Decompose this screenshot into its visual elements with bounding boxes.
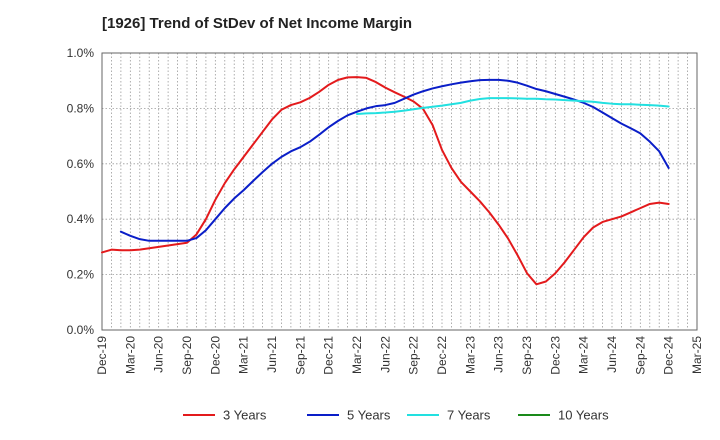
y-tick-label: 1.0% xyxy=(67,46,95,60)
x-tick-label: Jun-22 xyxy=(378,336,392,373)
series-line xyxy=(101,76,670,286)
x-tick-label: Dec-22 xyxy=(435,336,449,375)
y-tick-label: 0.4% xyxy=(67,212,95,226)
axes xyxy=(101,52,698,331)
x-tick-label: Sep-21 xyxy=(293,336,307,375)
x-tick-label: Mar-24 xyxy=(577,336,591,374)
series-line xyxy=(356,97,670,115)
legend-label: 3 Years xyxy=(223,408,267,423)
x-tick-label: Dec-19 xyxy=(95,336,109,375)
x-tick-label: Mar-25 xyxy=(690,336,704,374)
y-tick-label: 0.8% xyxy=(67,101,95,115)
legend: 3 Years 5 Years 7 Years 10 Years xyxy=(183,408,609,423)
x-tick-label: Sep-24 xyxy=(633,336,647,375)
series-lines xyxy=(101,76,670,286)
y-tick-label: 0.0% xyxy=(67,323,95,337)
x-tick-label: Dec-20 xyxy=(208,336,222,375)
x-tick-labels: Dec-19 Mar-20 Jun-20 Sep-20 Dec-20 Mar-21 Jun-… xyxy=(95,336,704,375)
x-tick-label: Dec-21 xyxy=(322,336,336,375)
x-tick-label: Jun-23 xyxy=(492,336,506,373)
x-tick-label: Jun-21 xyxy=(265,336,279,373)
x-tick-label: Mar-23 xyxy=(463,336,477,374)
plot-frame xyxy=(101,52,698,331)
x-tick-label: Mar-22 xyxy=(350,336,364,374)
legend-label: 10 Years xyxy=(558,408,609,423)
x-tick-label: Sep-20 xyxy=(180,336,194,375)
x-tick-label: Sep-23 xyxy=(520,336,534,375)
x-tick-label: Jun-20 xyxy=(152,336,166,373)
x-tick-label: Mar-21 xyxy=(237,336,251,374)
y-tick-labels: 0.0% 0.2% 0.4% 0.6% 0.8% 1.0% xyxy=(67,46,95,337)
x-tick-label: Jun-24 xyxy=(605,336,619,373)
series-line xyxy=(119,78,670,242)
legend-label: 7 Years xyxy=(447,408,491,423)
x-tick-label: Dec-23 xyxy=(548,336,562,375)
x-tick-label: Sep-22 xyxy=(407,336,421,375)
legend-label: 5 Years xyxy=(347,408,391,423)
x-tick-label: Mar-20 xyxy=(123,336,137,374)
chart-title: [1926] Trend of StDev of Net Income Marg… xyxy=(102,15,413,32)
y-tick-label: 0.2% xyxy=(67,268,95,282)
y-tick-label: 0.6% xyxy=(67,157,95,171)
x-tick-label: Dec-24 xyxy=(662,336,676,375)
